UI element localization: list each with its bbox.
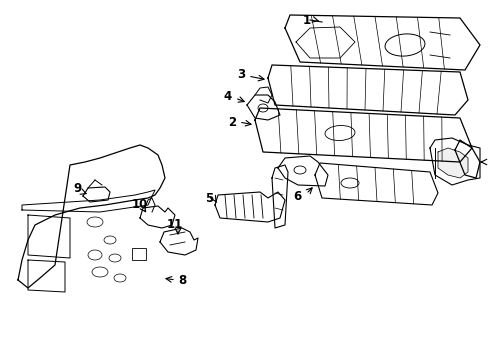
Bar bbox=[132, 248, 146, 260]
Polygon shape bbox=[215, 192, 285, 222]
Polygon shape bbox=[28, 260, 65, 292]
Text: 1: 1 bbox=[303, 13, 310, 27]
Polygon shape bbox=[18, 145, 164, 288]
Polygon shape bbox=[246, 95, 280, 120]
Polygon shape bbox=[454, 140, 479, 178]
Text: 2: 2 bbox=[227, 116, 236, 129]
Polygon shape bbox=[22, 190, 155, 212]
Polygon shape bbox=[295, 27, 354, 58]
Polygon shape bbox=[314, 163, 437, 205]
Polygon shape bbox=[437, 148, 467, 178]
Text: 11: 11 bbox=[166, 219, 183, 231]
Polygon shape bbox=[278, 156, 327, 186]
Text: 8: 8 bbox=[178, 274, 186, 287]
Text: 3: 3 bbox=[236, 68, 244, 81]
Polygon shape bbox=[160, 228, 198, 255]
Text: 10: 10 bbox=[132, 198, 148, 211]
Text: 5: 5 bbox=[204, 192, 213, 204]
Polygon shape bbox=[254, 108, 471, 162]
Text: 7: 7 bbox=[486, 156, 488, 168]
Polygon shape bbox=[271, 165, 287, 228]
Polygon shape bbox=[267, 65, 467, 115]
Polygon shape bbox=[83, 187, 110, 202]
Polygon shape bbox=[28, 215, 70, 258]
Text: 6: 6 bbox=[293, 189, 302, 202]
Polygon shape bbox=[285, 15, 479, 70]
Text: 9: 9 bbox=[74, 181, 82, 194]
Text: 4: 4 bbox=[224, 90, 231, 104]
Polygon shape bbox=[140, 206, 175, 228]
Polygon shape bbox=[429, 138, 479, 185]
